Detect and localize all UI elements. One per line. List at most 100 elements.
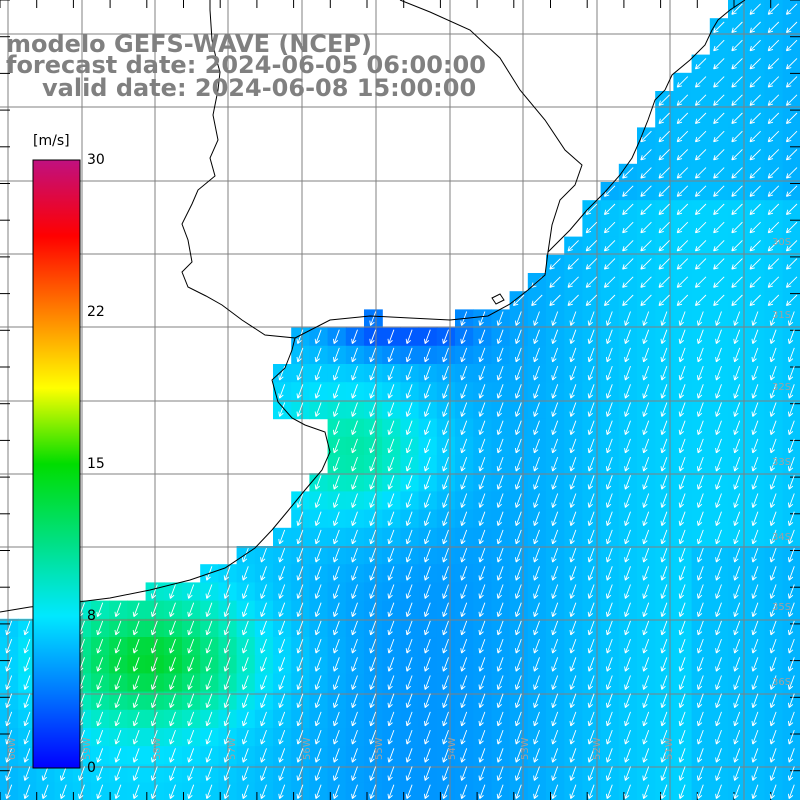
wind-arrow (569, 402, 577, 417)
wind-arrow (569, 693, 577, 709)
wind-arrow (150, 657, 158, 672)
wind-arrow (769, 493, 777, 508)
wind-arrow (187, 675, 195, 690)
wind-arrow (332, 365, 340, 381)
wind-arrow (514, 766, 522, 781)
wind-arrow (660, 475, 668, 490)
wind-arrow (658, 276, 670, 288)
wind-arrow (496, 693, 504, 709)
wind-arrow (660, 384, 668, 399)
wind-arrow (387, 566, 395, 581)
wind-arrow (713, 39, 725, 52)
colorbar (32, 159, 81, 769)
wind-arrow (351, 347, 358, 363)
wind-arrow (314, 329, 322, 345)
coastline (0, 0, 746, 613)
wind-arrow (642, 693, 650, 709)
wind-arrow (767, 94, 780, 106)
wind-arrow (715, 784, 722, 800)
wind-arrow (676, 94, 689, 106)
wind-arrow (369, 329, 377, 345)
wind-arrow (314, 584, 322, 599)
forecast-date: forecast date: 2024-06-05 06:00:00 (6, 51, 486, 79)
wind-arrow (551, 547, 559, 563)
wind-arrow (715, 438, 722, 454)
wind-arrow (332, 475, 340, 490)
wind-arrow (587, 420, 595, 436)
wind-arrow (405, 566, 413, 581)
wind-arrow (423, 729, 431, 745)
wind-arrow (96, 638, 104, 654)
wind-arrow (114, 602, 122, 618)
wind-arrow (314, 384, 322, 399)
wind-arrow (569, 620, 577, 636)
wind-arrow (205, 766, 213, 781)
wind-arrow (624, 566, 631, 581)
wind-arrow (605, 784, 613, 800)
wind-arrow (785, 3, 798, 15)
wind-arrow (314, 675, 322, 690)
wind-arrow (749, 3, 761, 15)
coastline-estuary-north (294, 0, 746, 339)
wind-arrow (442, 329, 449, 345)
wind-arrow (767, 276, 780, 288)
wind-arrow (5, 620, 13, 636)
wind-arrow (624, 493, 631, 508)
colorbar-tick-30: 30 (87, 152, 105, 168)
wind-arrow (715, 729, 722, 745)
wind-arrow (332, 438, 340, 454)
wind-arrow (642, 766, 650, 781)
wind-arrow (169, 675, 176, 690)
wind-arrow (787, 420, 795, 436)
wind-arrow (713, 203, 725, 216)
lon-label: 55W (374, 737, 385, 760)
wind-arrow (603, 276, 616, 288)
wind-arrow (478, 620, 486, 636)
wind-arrow (5, 729, 13, 745)
wind-arrow (696, 729, 704, 745)
wind-arrow (694, 276, 707, 288)
wind-arrow (733, 384, 741, 399)
wind-arrow (405, 711, 413, 727)
wind-arrow (551, 384, 559, 399)
wind-arrow (787, 529, 795, 545)
wind-arrow (551, 347, 559, 363)
wind-arrow (387, 620, 395, 636)
wind-arrow (514, 456, 522, 472)
wind-arrow (405, 584, 413, 599)
wind-arrow (114, 748, 122, 763)
wind-arrow (603, 240, 616, 252)
wind-arrow (150, 784, 158, 800)
wind-arrow (624, 638, 631, 654)
wind-arrow (713, 94, 725, 106)
wind-arrow (423, 547, 431, 563)
wind-arrow (733, 620, 741, 636)
wind-arrow (678, 657, 686, 672)
wind-arrow (387, 784, 395, 800)
wind-arrow (642, 402, 650, 417)
wind-arrow (405, 493, 413, 508)
wind-arrow (223, 729, 231, 745)
wind-arrow (749, 221, 761, 234)
wind-arrow (678, 456, 686, 472)
wind-arrow (751, 620, 759, 636)
wind-arrow (715, 365, 722, 381)
wind-arrow (660, 784, 668, 800)
wind-arrow (460, 675, 468, 690)
wind-arrow (478, 420, 486, 436)
wind-arrow (676, 240, 689, 252)
wind-arrow (731, 294, 743, 307)
wind-arrow (587, 620, 595, 636)
wind-arrow (787, 766, 795, 781)
wind-arrow (314, 638, 322, 654)
wind-arrow (733, 657, 741, 672)
wind-arrow (676, 76, 689, 88)
wind-arrow (715, 693, 722, 709)
wind-arrow (496, 311, 504, 326)
wind-arrow (713, 149, 725, 161)
wind-arrow (423, 511, 431, 527)
wind-arrow (694, 240, 707, 252)
wind-arrow (751, 402, 759, 417)
wind-arrow (460, 602, 468, 618)
wind-arrow (132, 638, 140, 654)
